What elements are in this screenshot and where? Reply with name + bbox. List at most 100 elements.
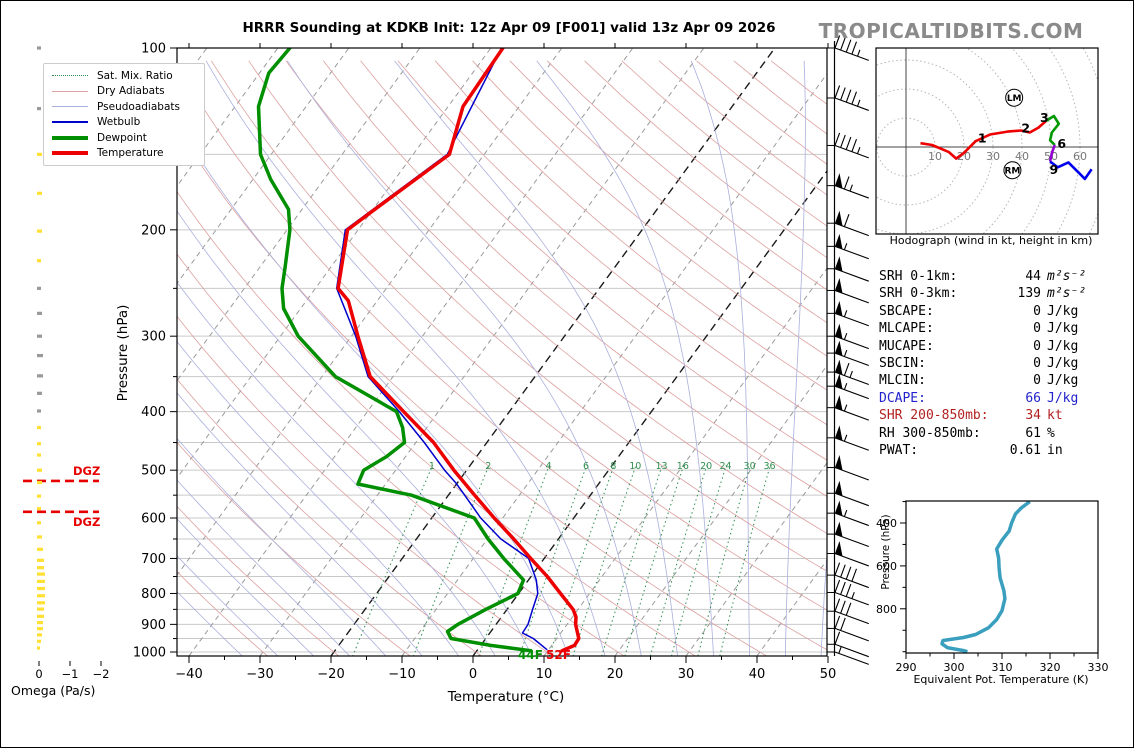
barb-staff xyxy=(834,512,869,527)
barb-full xyxy=(843,213,850,227)
barb-staff xyxy=(834,312,869,327)
theta-e-y-tick-label: 400 xyxy=(876,517,897,530)
legend-swatch-temperature xyxy=(52,151,88,156)
theta-e-x-tick-label: 330 xyxy=(1088,661,1109,674)
barb-pennant xyxy=(835,541,843,557)
mixing-ratio-label: 2 xyxy=(485,461,491,472)
tropicaltidbits-logo: TROPICALTIDBITS.COM xyxy=(818,19,1084,43)
isotherm xyxy=(259,48,705,656)
barb-half xyxy=(856,49,861,57)
barb-full xyxy=(840,37,846,51)
pressure-tick-label: 900 xyxy=(141,618,166,633)
barb-full xyxy=(840,581,846,595)
hodograph-ring-label: 20 xyxy=(957,150,971,163)
barb-staff xyxy=(834,627,869,642)
index-row-rh-300-850mb: RH 300-850mb: 61% xyxy=(879,426,1129,443)
dry-adiabat xyxy=(177,570,269,656)
hodograph-ring-label: 40 xyxy=(1015,150,1029,163)
barb-pennant xyxy=(835,395,843,411)
page-title: HRRR Sounding at KDKB Init: 12z Apr 09 [… xyxy=(242,20,776,36)
barb-full xyxy=(834,132,841,146)
temp-tick-label: −20 xyxy=(317,667,344,682)
mixing-ratio-line xyxy=(352,464,434,656)
omega-bar xyxy=(37,409,41,413)
omega-tick-label: 0 xyxy=(35,667,42,681)
omega-axis-label: Omega (Pa/s) xyxy=(11,683,96,698)
barb-pennant xyxy=(835,480,843,497)
barb-full xyxy=(840,87,846,101)
barb-pennant xyxy=(835,300,843,317)
barb-full xyxy=(845,583,852,597)
temp-tick-label: 30 xyxy=(678,667,695,682)
legend-item: Pseudoadiabats xyxy=(52,99,198,115)
hodograph-ring-label: 60 xyxy=(1073,150,1087,163)
barb-staff xyxy=(834,553,869,567)
barb-full xyxy=(843,362,850,376)
pressure-tick-label: 200 xyxy=(141,223,166,238)
storm-motion-marker xyxy=(1003,161,1022,180)
pseudoadiabat xyxy=(784,60,806,656)
theta-e-frame xyxy=(905,500,1099,654)
wind-barb xyxy=(827,35,869,61)
omega-bar xyxy=(37,633,42,637)
hodograph-caption: Hodograph (wind in kt, height in km) xyxy=(889,234,1093,247)
pressure-tick-label: 1000 xyxy=(133,646,166,661)
index-value: 0 xyxy=(1033,321,1041,337)
barb-pennant xyxy=(835,359,843,375)
index-value: 61 xyxy=(1025,425,1041,441)
barb-staff xyxy=(834,407,869,421)
barb-full xyxy=(834,598,841,612)
wind-barb xyxy=(827,277,869,304)
theta-e-plot xyxy=(940,501,1031,653)
pressure-tick-label: 600 xyxy=(141,512,166,527)
legend-label: Sat. Mix. Ratio xyxy=(97,69,173,82)
mixing-ratio-label: 24 xyxy=(719,461,731,472)
barb-full xyxy=(851,138,858,152)
index-unit: m²s⁻² xyxy=(1047,269,1087,284)
hodograph-height-label: 6 xyxy=(1057,136,1066,151)
index-unit: m²s⁻² xyxy=(1047,286,1087,302)
pressure-tick-label: 800 xyxy=(141,587,166,602)
dry-adiabat xyxy=(285,60,827,534)
pressure-tick-label: 100 xyxy=(141,42,166,57)
theta-e-pressure-label: Pressure (hPa) xyxy=(880,514,892,590)
barb-pennant xyxy=(835,256,843,272)
omega-bar xyxy=(37,594,45,598)
omega-bar xyxy=(37,646,40,650)
omega-bar xyxy=(37,391,42,395)
index-value: 139 xyxy=(1017,286,1041,302)
legend-item: Dewpoint xyxy=(52,130,198,146)
omega-bar xyxy=(37,547,43,551)
legend-item: Wetbulb xyxy=(52,115,198,131)
mixing-ratio-label: 30 xyxy=(744,461,756,472)
index-unit: in xyxy=(1047,443,1063,458)
index-label: MLCIN: xyxy=(879,373,926,389)
dry-adiabat xyxy=(177,190,697,656)
barb-half xyxy=(838,646,842,654)
dry-adiabat xyxy=(434,60,827,391)
dry-adiabat xyxy=(177,64,827,651)
omega-bar xyxy=(37,639,41,643)
barb-staff xyxy=(834,352,869,367)
temp-tick-label: 50 xyxy=(820,667,837,682)
index-label: SHR 200-850mb: xyxy=(879,408,989,424)
omega-bar xyxy=(37,468,42,472)
temp-tick-label: 0 xyxy=(469,667,477,682)
omega-bar xyxy=(37,334,42,338)
legend-swatch-sat-mix-ratio xyxy=(52,75,88,77)
mixing-ratio-line xyxy=(478,464,550,656)
barb-staff xyxy=(834,651,869,665)
isotherm-highlight xyxy=(330,48,776,656)
barb-full xyxy=(845,602,852,616)
barb-full xyxy=(851,91,858,105)
pseudoadiabat xyxy=(177,281,496,656)
storm-motion-label: RM xyxy=(1004,167,1020,177)
dgz-label-bottom: DGZ xyxy=(73,515,101,529)
wind-barb xyxy=(827,579,869,606)
legend-label: Dry Adiabats xyxy=(97,85,165,98)
wind-barb xyxy=(827,541,869,567)
omega-bar xyxy=(37,480,42,485)
pseudoadiabat xyxy=(286,60,642,656)
